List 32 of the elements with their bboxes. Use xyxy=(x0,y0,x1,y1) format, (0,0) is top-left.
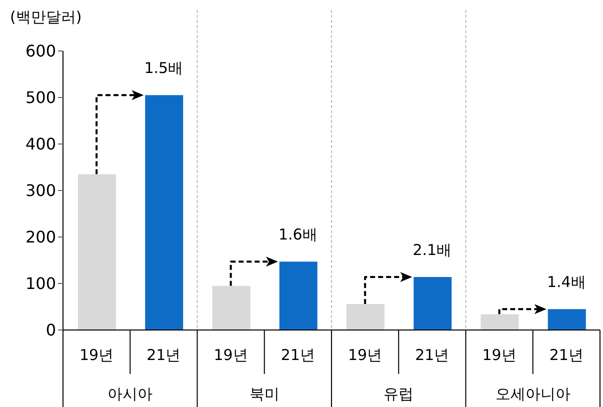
y-tick-label: 200 xyxy=(25,228,56,247)
bar xyxy=(414,276,452,330)
y-axis-title: (백만달러) xyxy=(10,8,82,27)
text: 21년 xyxy=(549,346,584,364)
y-tick-label: 0 xyxy=(46,320,56,340)
y-tick-label: 300 xyxy=(25,181,56,200)
bar xyxy=(212,286,250,330)
series-label: 19년 xyxy=(80,346,114,364)
y-tick-label: 500 xyxy=(25,88,56,108)
series-label: 21년 xyxy=(146,346,181,364)
text: 21년 xyxy=(415,346,450,364)
x-tick-label: 북미 xyxy=(249,385,280,403)
y-tick-label: 400 xyxy=(25,134,56,154)
annotation: 1.5배 xyxy=(144,59,184,78)
annotation: 1.4배 xyxy=(547,273,586,292)
x-tick-label: 오세아니아 xyxy=(495,385,570,403)
y-tick-label: 600 xyxy=(25,42,56,61)
text: 21년 xyxy=(280,346,315,364)
text: 19년 xyxy=(214,346,248,364)
x-tick-label: 아시아 xyxy=(108,385,153,403)
text: 19년 xyxy=(348,346,382,364)
bar xyxy=(78,174,116,330)
bar xyxy=(145,95,184,330)
bar xyxy=(279,262,318,330)
bar xyxy=(480,314,519,330)
annotation: 1.6배 xyxy=(278,226,318,244)
x-tick-label: 유럽 xyxy=(384,385,414,403)
text: 19년 xyxy=(482,346,516,364)
bar xyxy=(548,309,586,330)
annotation: 2.1배 xyxy=(412,240,452,259)
y-tick-label: 100 xyxy=(25,274,56,294)
bar xyxy=(346,304,384,330)
